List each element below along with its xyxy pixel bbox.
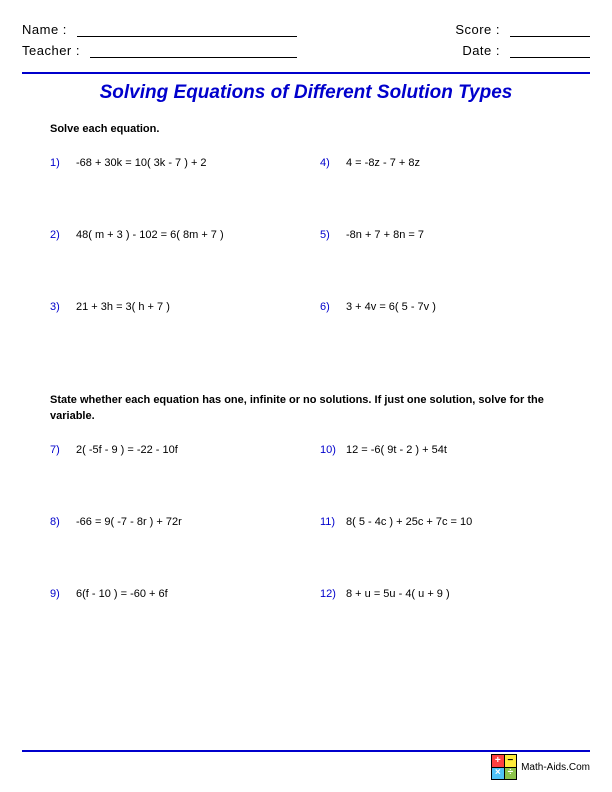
problem-num: 7): [50, 444, 76, 456]
problem-num: 6): [320, 301, 346, 313]
problem-text: 48( m + 3 ) - 102 = 6( 8m + 7 ): [76, 229, 224, 241]
problem-num: 9): [50, 588, 76, 600]
header-row-1: Name : Score :: [22, 22, 590, 37]
minus-icon: −: [505, 755, 517, 767]
problem-7: 7) 2( -5f - 9 ) = -22 - 10f: [50, 444, 320, 456]
name-line[interactable]: [77, 23, 297, 37]
problem-5: 5) -8n + 7 + 8n = 7: [320, 229, 590, 241]
problem-text: 4 = -8z - 7 + 8z: [346, 157, 420, 169]
footer: + − × ÷ Math-Aids.Com: [491, 754, 590, 780]
name-label: Name :: [22, 22, 67, 37]
problem-num: 11): [320, 516, 346, 528]
problem-num: 1): [50, 157, 76, 169]
teacher-line[interactable]: [90, 44, 297, 58]
problem-8: 8) -66 = 9( -7 - 8r ) + 72r: [50, 516, 320, 528]
section-2: 7) 2( -5f - 9 ) = -22 - 10f 8) -66 = 9( …: [50, 444, 590, 660]
footer-text: Math-Aids.Com: [521, 762, 590, 773]
problem-num: 10): [320, 444, 346, 456]
problem-11: 11) 8( 5 - 4c ) + 25c + 7c = 10: [320, 516, 590, 528]
name-field: Name :: [22, 22, 297, 37]
problem-num: 3): [50, 301, 76, 313]
math-aids-icon: + − × ÷: [491, 754, 517, 780]
plus-icon: +: [492, 755, 504, 767]
problem-num: 2): [50, 229, 76, 241]
section-2-right: 10) 12 = -6( 9t - 2 ) + 54t 11) 8( 5 - 4…: [320, 444, 590, 660]
problem-3: 3) 21 + 3h = 3( h + 7 ): [50, 301, 320, 313]
section-1: 1) -68 + 30k = 10( 3k - 7 ) + 2 2) 48( m…: [50, 157, 590, 373]
section-1-right: 4) 4 = -8z - 7 + 8z 5) -8n + 7 + 8n = 7 …: [320, 157, 590, 373]
teacher-label: Teacher :: [22, 43, 80, 58]
teacher-field: Teacher :: [22, 43, 297, 58]
problem-1: 1) -68 + 30k = 10( 3k - 7 ) + 2: [50, 157, 320, 169]
page-title: Solving Equations of Different Solution …: [22, 82, 590, 104]
instruction-1: Solve each equation.: [50, 122, 590, 137]
date-field: Date :: [462, 43, 590, 58]
problem-6: 6) 3 + 4v = 6( 5 - 7v ): [320, 301, 590, 313]
top-divider: [22, 72, 590, 74]
problem-num: 12): [320, 588, 346, 600]
problem-text: -66 = 9( -7 - 8r ) + 72r: [76, 516, 182, 528]
problem-text: 8 + u = 5u - 4( u + 9 ): [346, 588, 450, 600]
instruction-2: State whether each equation has one, inf…: [50, 393, 590, 424]
header-row-2: Teacher : Date :: [22, 43, 590, 58]
section-1-left: 1) -68 + 30k = 10( 3k - 7 ) + 2 2) 48( m…: [50, 157, 320, 373]
score-label: Score :: [455, 22, 500, 37]
times-icon: ×: [492, 768, 504, 780]
problem-2: 2) 48( m + 3 ) - 102 = 6( 8m + 7 ): [50, 229, 320, 241]
problem-num: 8): [50, 516, 76, 528]
problem-text: 21 + 3h = 3( h + 7 ): [76, 301, 170, 313]
problem-text: 2( -5f - 9 ) = -22 - 10f: [76, 444, 178, 456]
problem-text: 6(f - 10 ) = -60 + 6f: [76, 588, 168, 600]
problem-text: -68 + 30k = 10( 3k - 7 ) + 2: [76, 157, 207, 169]
problem-text: 3 + 4v = 6( 5 - 7v ): [346, 301, 436, 313]
problem-4: 4) 4 = -8z - 7 + 8z: [320, 157, 590, 169]
section-2-left: 7) 2( -5f - 9 ) = -22 - 10f 8) -66 = 9( …: [50, 444, 320, 660]
bottom-divider: [22, 750, 590, 752]
problem-12: 12) 8 + u = 5u - 4( u + 9 ): [320, 588, 590, 600]
problem-10: 10) 12 = -6( 9t - 2 ) + 54t: [320, 444, 590, 456]
date-label: Date :: [462, 43, 500, 58]
date-line[interactable]: [510, 44, 590, 58]
problem-num: 4): [320, 157, 346, 169]
problem-num: 5): [320, 229, 346, 241]
divide-icon: ÷: [505, 768, 517, 780]
problem-9: 9) 6(f - 10 ) = -60 + 6f: [50, 588, 320, 600]
problem-text: -8n + 7 + 8n = 7: [346, 229, 424, 241]
problem-text: 8( 5 - 4c ) + 25c + 7c = 10: [346, 516, 472, 528]
problem-text: 12 = -6( 9t - 2 ) + 54t: [346, 444, 447, 456]
score-line[interactable]: [510, 23, 590, 37]
score-field: Score :: [455, 22, 590, 37]
